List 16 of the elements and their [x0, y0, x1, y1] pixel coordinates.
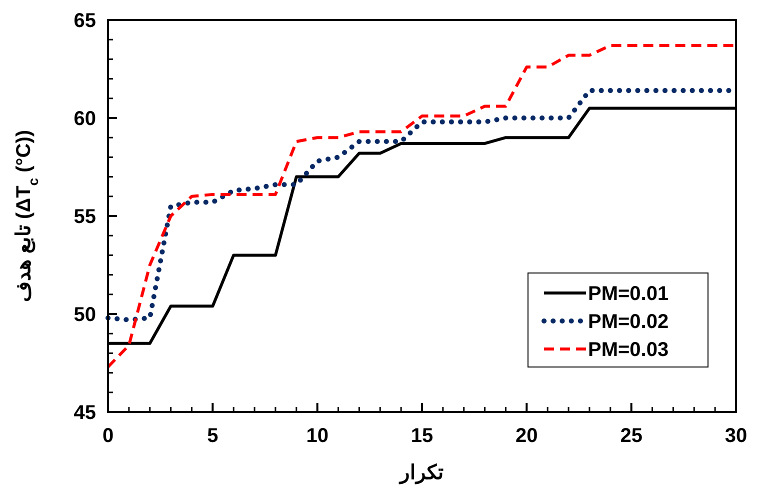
- x-tick-label: 25: [620, 425, 642, 447]
- y-tick-label: 60: [74, 108, 96, 130]
- x-tick-label: 5: [207, 425, 218, 447]
- x-tick-label: 0: [102, 425, 114, 447]
- y-tick-label: 55: [74, 206, 96, 228]
- y-tick-label: 45: [74, 402, 96, 424]
- x-tick-label: 15: [410, 425, 434, 447]
- y-tick-label: 65: [74, 10, 96, 32]
- x-tick-label: 20: [516, 425, 538, 447]
- x-tick-label: 10: [306, 425, 328, 447]
- y-tick-label: 50: [74, 304, 96, 326]
- legend-label: PM=0.03: [588, 339, 669, 361]
- x-tick-label: 30: [724, 425, 748, 447]
- x-axis-title: تکرار: [398, 462, 444, 485]
- legend-label: PM=0.02: [588, 311, 669, 333]
- legend-label: PM=0.01: [588, 283, 669, 305]
